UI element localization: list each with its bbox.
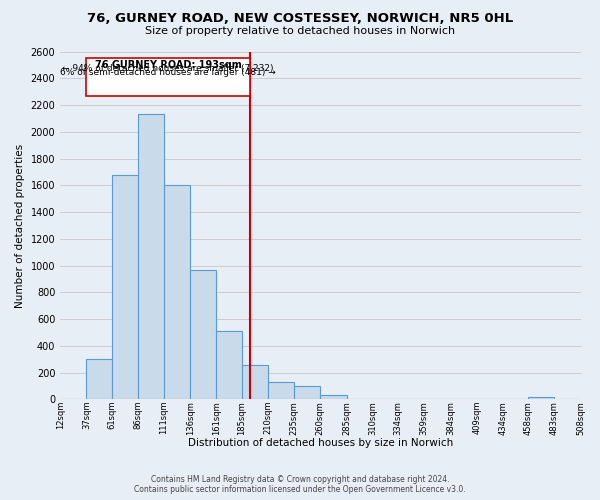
Text: Contains HM Land Registry data © Crown copyright and database right 2024.
Contai: Contains HM Land Registry data © Crown c… (134, 474, 466, 494)
Bar (112, 174, 138, 400)
Bar (268, 382, 294, 400)
Text: ← 94% of detached houses are smaller (7,232): ← 94% of detached houses are smaller (7,… (62, 64, 274, 73)
Bar (190, 270, 217, 400)
Bar (242, 366, 268, 400)
Text: 76 GURNEY ROAD: 193sqm: 76 GURNEY ROAD: 193sqm (95, 60, 242, 70)
Y-axis label: Number of detached properties: Number of detached properties (15, 144, 25, 308)
Bar (320, 395, 347, 400)
Text: 6% of semi-detached houses are larger (481) →: 6% of semi-detached houses are larger (4… (61, 68, 276, 76)
Text: Size of property relative to detached houses in Norwich: Size of property relative to detached ho… (145, 26, 455, 36)
Bar (294, 386, 320, 400)
Text: 76, GURNEY ROAD, NEW COSTESSEY, NORWICH, NR5 0HL: 76, GURNEY ROAD, NEW COSTESSEY, NORWICH,… (87, 12, 513, 26)
Bar (528, 397, 554, 400)
Bar (217, 331, 242, 400)
X-axis label: Distribution of detached houses by size in Norwich: Distribution of detached houses by size … (188, 438, 453, 448)
FancyBboxPatch shape (86, 58, 250, 96)
Bar (86, 360, 112, 400)
Bar (164, 186, 190, 400)
Bar (138, 114, 164, 400)
